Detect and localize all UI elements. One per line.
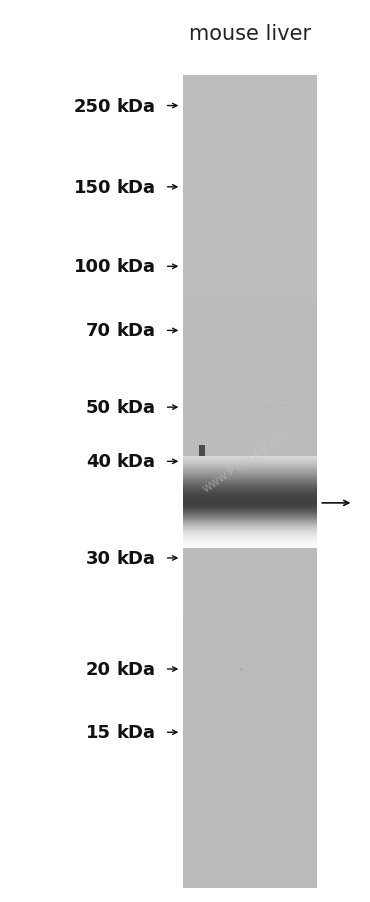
Text: kDa: kDa: [117, 258, 155, 276]
Text: 100: 100: [74, 258, 111, 276]
Text: kDa: kDa: [117, 453, 155, 471]
Text: kDa: kDa: [117, 399, 155, 417]
Text: 20: 20: [86, 660, 111, 678]
Text: kDa: kDa: [117, 660, 155, 678]
Text: 50: 50: [86, 399, 111, 417]
Text: kDa: kDa: [117, 723, 155, 741]
Text: 150: 150: [74, 179, 111, 197]
Text: 250: 250: [74, 97, 111, 115]
Text: kDa: kDa: [117, 549, 155, 567]
Text: 70: 70: [86, 322, 111, 340]
Text: 30: 30: [86, 549, 111, 567]
Text: 40: 40: [86, 453, 111, 471]
Text: kDa: kDa: [117, 179, 155, 197]
Text: 15: 15: [86, 723, 111, 741]
Text: mouse liver: mouse liver: [189, 24, 311, 44]
Text: kDa: kDa: [117, 97, 155, 115]
Text: www.PTGLAB.com: www.PTGLAB.com: [200, 425, 296, 495]
Text: kDa: kDa: [117, 322, 155, 340]
